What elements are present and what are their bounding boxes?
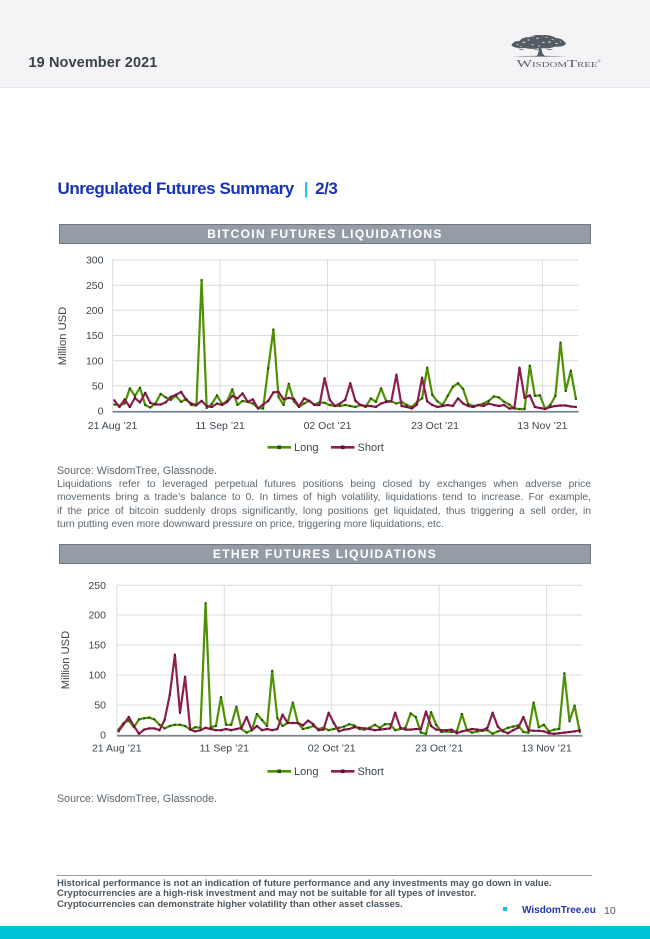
svg-text:150: 150 <box>86 330 104 342</box>
svg-text:02 Oct ’21: 02 Oct ’21 <box>304 420 352 432</box>
svg-text:150: 150 <box>88 640 106 652</box>
svg-text:21 Aug ’21: 21 Aug ’21 <box>92 743 142 755</box>
svg-text:0: 0 <box>100 730 106 742</box>
svg-text:Short: Short <box>358 442 384 454</box>
svg-text:23 Oct ’21: 23 Oct ’21 <box>415 743 463 755</box>
svg-text:300: 300 <box>86 255 104 267</box>
svg-text:11 Sep ’21: 11 Sep ’21 <box>200 743 250 755</box>
svg-text:Million USD: Million USD <box>60 631 72 689</box>
svg-text:13 Nov ’21: 13 Nov ’21 <box>521 743 571 755</box>
svg-text:02 Oct ’21: 02 Oct ’21 <box>308 743 356 755</box>
svg-text:250: 250 <box>86 280 104 292</box>
svg-text:Short: Short <box>358 766 384 778</box>
svg-text:200: 200 <box>88 610 106 622</box>
svg-text:0: 0 <box>98 406 104 418</box>
svg-text:Million USD: Million USD <box>57 307 69 365</box>
svg-text:®: ® <box>598 58 601 63</box>
svg-text:50: 50 <box>92 380 104 392</box>
svg-text:11 Sep ’21: 11 Sep ’21 <box>195 420 245 432</box>
svg-text:WisdomTree: WisdomTree <box>517 59 598 70</box>
svg-text:100: 100 <box>86 355 104 367</box>
svg-text:Long: Long <box>294 442 318 454</box>
svg-text:Long: Long <box>294 766 318 778</box>
svg-text:23 Oct ’21: 23 Oct ’21 <box>411 420 459 432</box>
svg-text:13 Nov ’21: 13 Nov ’21 <box>517 420 567 432</box>
svg-text:250: 250 <box>88 580 106 592</box>
svg-text:21 Aug ’21: 21 Aug ’21 <box>88 420 138 432</box>
svg-text:50: 50 <box>94 700 106 712</box>
svg-text:200: 200 <box>86 305 104 317</box>
svg-text:100: 100 <box>88 670 106 682</box>
